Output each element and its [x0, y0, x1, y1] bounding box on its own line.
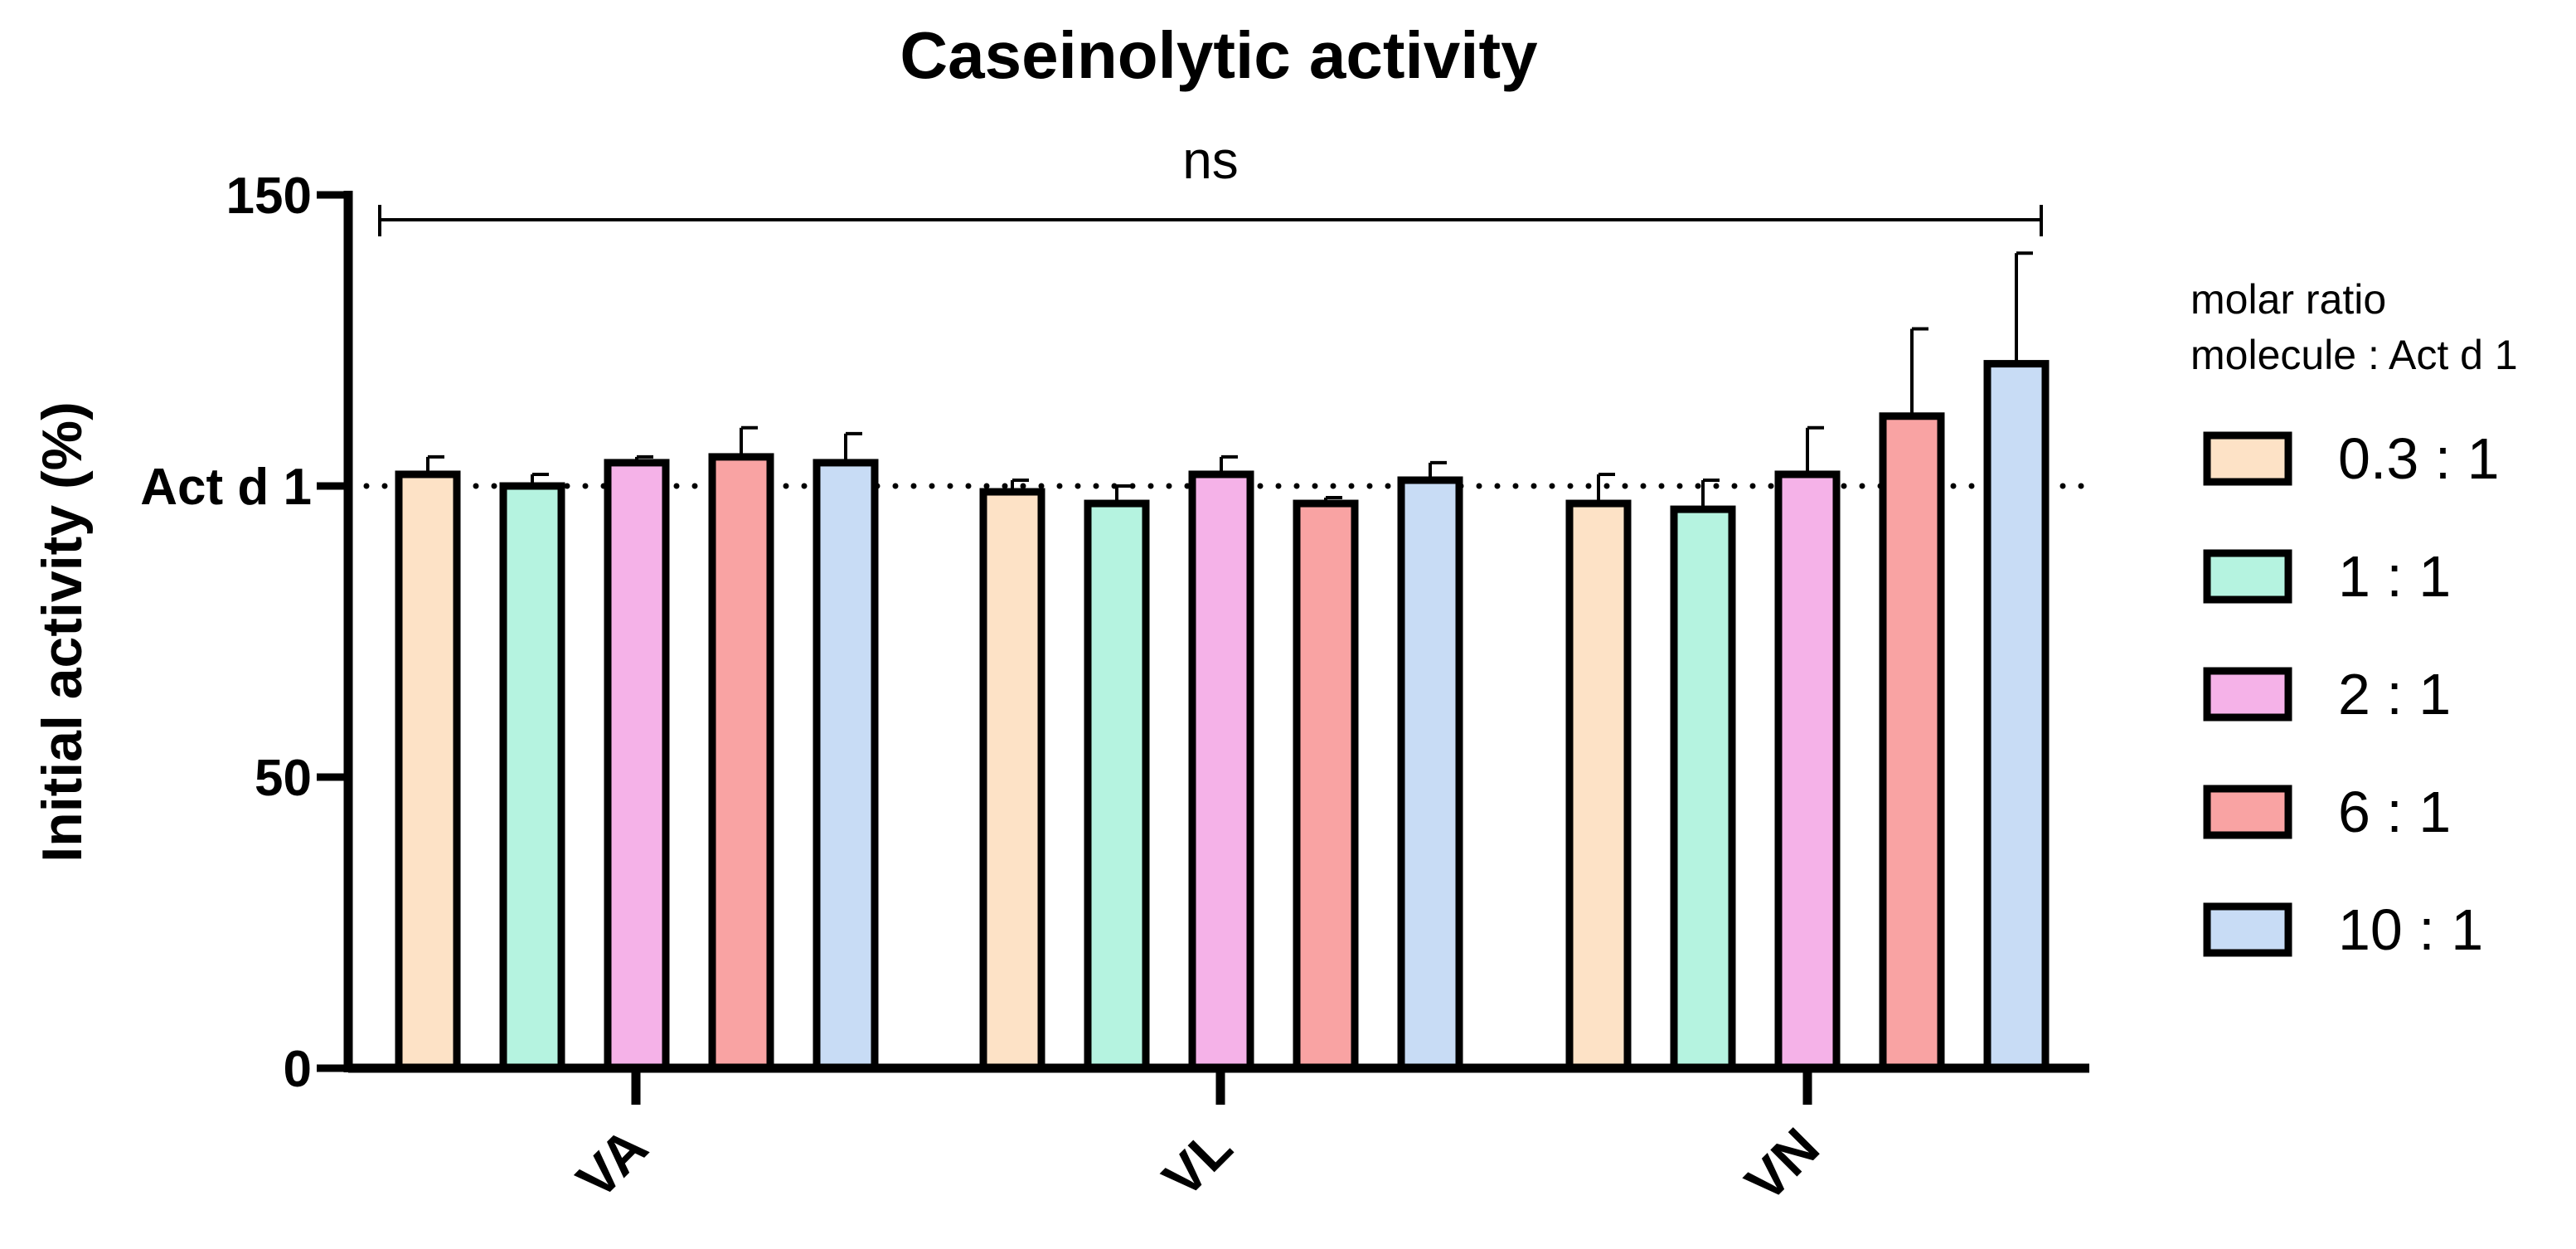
- bar-vl-2: [1188, 470, 1254, 1072]
- y-tick-label: 0: [284, 1041, 312, 1098]
- bar-vn-2: [1774, 470, 1841, 1072]
- legend-swatch-1: [2203, 549, 2292, 604]
- y-tick-label: Act d 1: [140, 459, 312, 516]
- legend-label-1: 1 : 1: [2338, 544, 2451, 609]
- bar-vl-1: [1084, 499, 1150, 1072]
- y-tick-label: 150: [226, 168, 312, 225]
- bar-va-4: [813, 459, 879, 1072]
- bar-vl-0: [979, 488, 1045, 1072]
- y-tick-label: 50: [255, 750, 312, 807]
- legend-label-2: 2 : 1: [2338, 662, 2451, 727]
- legend-title-line-2: molecule : Act d 1: [2190, 332, 2518, 378]
- legend-swatch-0: [2203, 431, 2292, 486]
- bar-va-2: [604, 459, 670, 1072]
- legend-label-0: 0.3 : 1: [2338, 426, 2500, 491]
- legend-title-line-1: molar ratio: [2190, 276, 2386, 323]
- y-axis-label: Initial activity (%): [31, 401, 94, 862]
- legend-label-3: 6 : 1: [2338, 780, 2451, 844]
- bar-vn-4: [1983, 360, 2050, 1072]
- bar-vn-1: [1670, 505, 1736, 1072]
- legend-swatch-4: [2203, 902, 2292, 957]
- legend-swatch-3: [2203, 785, 2292, 839]
- bar-vl-3: [1293, 499, 1359, 1072]
- bar-va-0: [395, 470, 461, 1072]
- bar-va-3: [708, 453, 774, 1072]
- bar-vn-0: [1565, 499, 1632, 1072]
- legend-label-4: 10 : 1: [2338, 897, 2483, 962]
- significance-label: ns: [1182, 130, 1239, 190]
- x-category-label: VN: [1734, 1116, 1831, 1213]
- x-category-label: VL: [1151, 1116, 1244, 1209]
- legend-swatch-2: [2203, 667, 2292, 722]
- chart-title: Caseinolytic activity: [900, 18, 1538, 92]
- bar-va-1: [499, 482, 565, 1072]
- bar-vn-3: [1879, 412, 1945, 1072]
- plot-area: 0 50 Act d 1 150 VA VL VN Initial activity (%) n…: [31, 130, 2093, 1213]
- legend: molar ratio molecule : Act d 1 0.3 : 1 1 : …: [2190, 276, 2518, 962]
- x-category-label: VA: [565, 1116, 659, 1211]
- bar-vl-4: [1397, 476, 1463, 1072]
